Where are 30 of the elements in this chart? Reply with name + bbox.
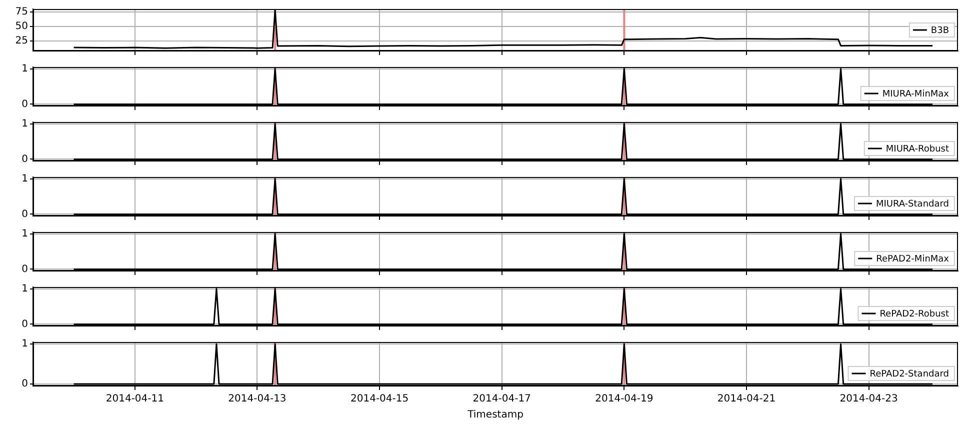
legend-label: RePAD2-MinMax bbox=[876, 254, 950, 264]
x-tick-label: 2014-04-15 bbox=[350, 394, 409, 405]
y-tick-label: 1 bbox=[22, 173, 28, 184]
y-tick-label: 0 bbox=[22, 208, 28, 220]
legend-label: MIURA-Standard bbox=[876, 199, 949, 210]
y-tick-label: 0 bbox=[22, 98, 28, 110]
x-tick-label: 2014-04-17 bbox=[472, 394, 531, 405]
legend-label: B3B bbox=[930, 26, 950, 36]
legend-label: RePAD2-Standard bbox=[870, 369, 950, 380]
legend-label: MIURA-MinMax bbox=[882, 89, 950, 100]
x-axis-title: Timestamp bbox=[466, 410, 524, 421]
y-tick-label: 0 bbox=[22, 154, 28, 165]
y-tick-label: 1 bbox=[22, 63, 28, 74]
y-tick-label: 75 bbox=[15, 6, 28, 18]
y-tick-label: 1 bbox=[22, 118, 28, 130]
y-tick-label: 50 bbox=[15, 21, 28, 32]
y-tick-label: 0 bbox=[22, 264, 28, 275]
legend-label: RePAD2-Robust bbox=[880, 309, 950, 320]
legend-label: MIURA-Robust bbox=[886, 144, 950, 154]
y-tick-label: 0 bbox=[22, 318, 28, 330]
y-tick-label: 1 bbox=[22, 283, 28, 294]
x-tick-label: 2014-04-23 bbox=[840, 394, 898, 405]
x-tick-label: 2014-04-11 bbox=[106, 394, 164, 405]
x-tick-label: 2014-04-21 bbox=[717, 394, 776, 405]
x-tick-label: 2014-04-13 bbox=[228, 394, 286, 405]
y-tick-label: 25 bbox=[15, 36, 28, 47]
y-tick-label: 0 bbox=[22, 378, 28, 390]
y-tick-label: 1 bbox=[22, 338, 28, 350]
y-tick-label: 1 bbox=[22, 228, 28, 240]
x-tick-label: 2014-04-19 bbox=[595, 394, 654, 405]
